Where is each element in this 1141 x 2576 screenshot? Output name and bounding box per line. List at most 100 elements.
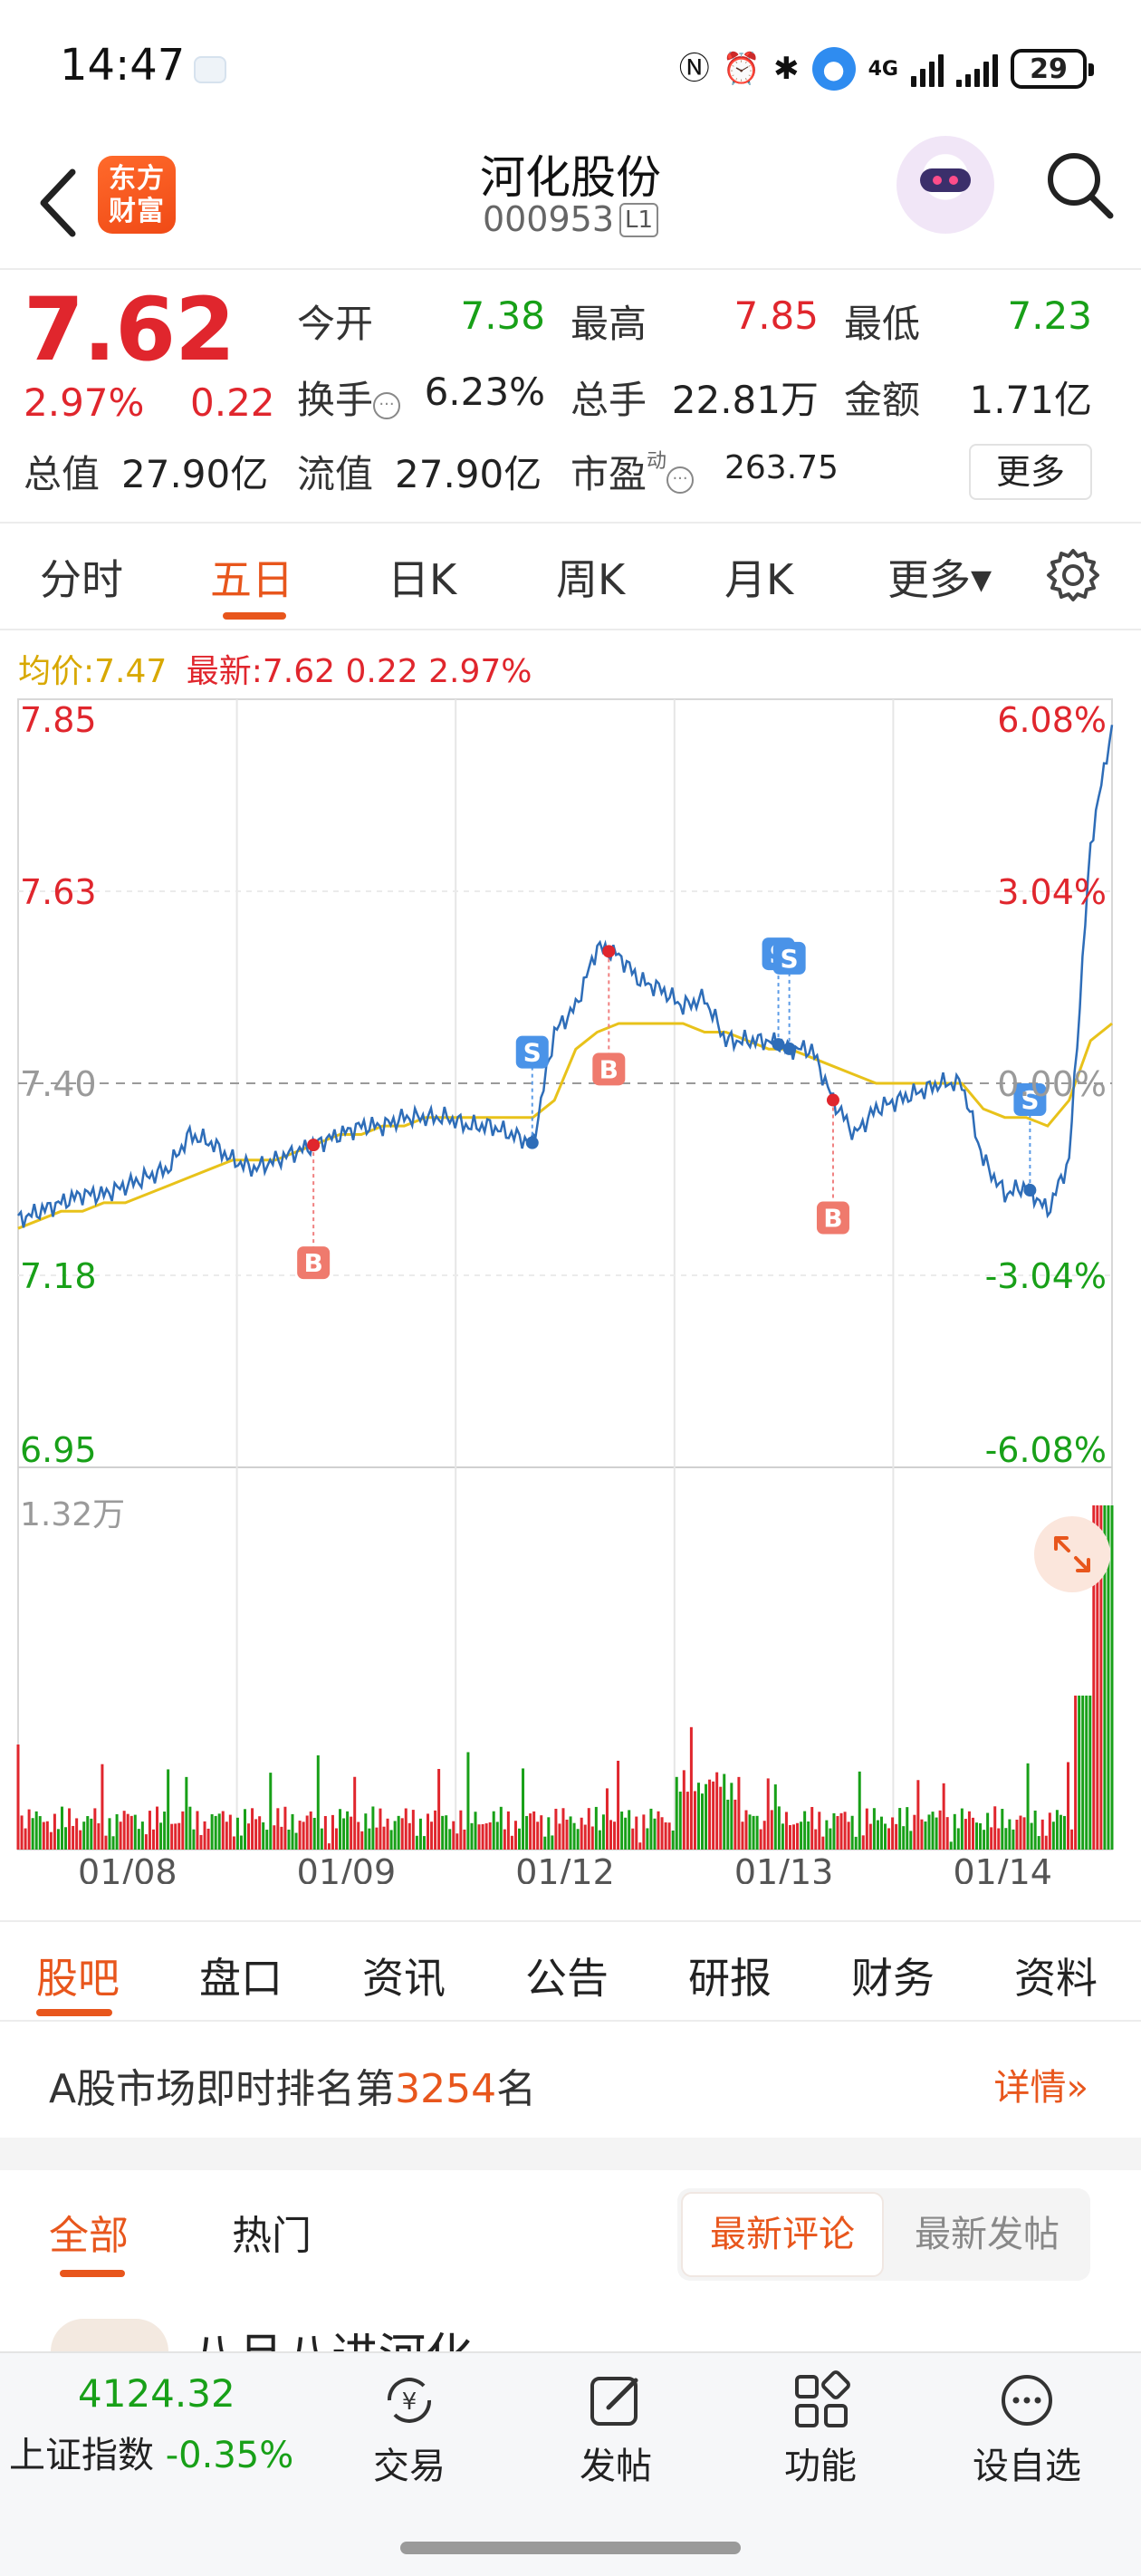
back-arrow-icon[interactable] (31, 163, 89, 243)
volume-bar (1019, 1815, 1022, 1850)
active-tab-indicator (223, 612, 286, 620)
volume-bar (327, 1843, 331, 1850)
home-indicator[interactable] (400, 2542, 741, 2554)
volume-bar (221, 1811, 225, 1850)
rank-detail-link[interactable]: 详情» (994, 2058, 1088, 2110)
tab-five-day[interactable]: 五日 (210, 555, 293, 604)
high-value: 7.85 (734, 293, 819, 338)
volume-bar (60, 1806, 63, 1850)
market-rank-row[interactable]: A股市场即时排名第3254名 详情» (0, 2023, 1141, 2138)
tab-weekly-k[interactable]: 周K (556, 555, 626, 604)
filter-hot[interactable]: 热门 (232, 2213, 312, 2259)
volume-bar (210, 1814, 214, 1850)
volume-bar (455, 1833, 459, 1850)
svg-text:¥: ¥ (402, 2389, 417, 2416)
apps-button[interactable]: 功能 (757, 2368, 884, 2489)
volume-bar (513, 1821, 517, 1850)
quote-panel: 7.62 2.97% 0.22 总值 27.90亿 今开 7.38 最高 7.8… (0, 272, 1141, 524)
volume-bar (884, 1823, 887, 1850)
volume-bar (1070, 1829, 1074, 1850)
status-time: 14:47 (60, 40, 186, 91)
marker-dot (826, 1093, 839, 1107)
sell-marker-label: S (781, 944, 799, 974)
volume-bar (858, 1771, 861, 1850)
index-value[interactable]: 4124.32 (78, 2371, 235, 2416)
volume-max-label: 1.32万 (20, 1496, 125, 1533)
volume-bar (854, 1836, 858, 1850)
expand-chart-icon[interactable] (1034, 1516, 1110, 1592)
volume-bar (294, 1832, 298, 1850)
network-type: 4G (868, 57, 898, 81)
tab-intraday[interactable]: 分时 (40, 555, 123, 604)
volume-bar (543, 1836, 547, 1850)
volume-bar (540, 1815, 543, 1850)
volume-bar (68, 1808, 72, 1850)
tab-profile[interactable]: 资料 (1014, 1954, 1098, 2003)
volume-bar (752, 1815, 755, 1850)
more-quote-button[interactable]: 更多 (969, 444, 1092, 500)
x-tick-date: 01/14 (953, 1852, 1052, 1884)
volume-bar (649, 1808, 653, 1850)
tab-news[interactable]: 资讯 (362, 1954, 446, 2003)
post-button[interactable]: 发帖 (552, 2368, 679, 2489)
change-percent: 2.97% (24, 380, 145, 425)
volume-bar (16, 1745, 20, 1850)
volume-bar (895, 1823, 898, 1850)
volume-bar (784, 1812, 788, 1850)
volume-bar (510, 1835, 513, 1850)
ai-assistant-avatar[interactable] (896, 136, 994, 234)
add-favorite-button[interactable]: 设自选 (964, 2368, 1090, 2489)
tab-announcements[interactable]: 公告 (525, 1954, 609, 2003)
post-avatar[interactable] (51, 2319, 168, 2351)
trade-button[interactable]: ¥ 交易 (346, 2368, 473, 2489)
volume-bar (276, 1808, 280, 1850)
tab-research[interactable]: 研报 (688, 1954, 772, 2003)
volume-bar (701, 1793, 705, 1850)
volume-bar (734, 1799, 737, 1850)
gear-icon[interactable] (1045, 547, 1101, 603)
apps-icon (795, 2370, 850, 2427)
pe-info-icon[interactable]: ··· (666, 466, 695, 494)
volume-bar (605, 1788, 609, 1850)
tab-forum[interactable]: 股吧 (36, 1954, 120, 2003)
volume-bar (434, 1810, 437, 1850)
volume-bar (93, 1808, 97, 1850)
favorite-icon (1002, 2375, 1052, 2426)
volume-bar (744, 1810, 748, 1850)
tab-daily-k[interactable]: 日K (388, 555, 457, 604)
filter-all[interactable]: 全部 (49, 2213, 129, 2259)
volume-bar (576, 1829, 580, 1850)
volume-bar (517, 1828, 521, 1850)
latest-change-value: 0.22 (345, 653, 418, 690)
volume-bar (302, 1821, 305, 1850)
volume-bar (258, 1816, 262, 1850)
volume-bar (1067, 1762, 1070, 1850)
volume-bar (642, 1814, 646, 1850)
sort-latest-comment[interactable]: 最新评论 (681, 2192, 884, 2277)
post-preview-title[interactable]: 八旦八进河化 (190, 2330, 473, 2351)
index-info[interactable]: 上证指数 -0.35% (9, 2426, 293, 2478)
brand-logo[interactable]: 东方 财富 (98, 156, 176, 234)
info-icon[interactable]: ··· (373, 392, 401, 419)
y-tick-left: 7.85 (20, 700, 97, 740)
volume-bar (807, 1821, 810, 1850)
tab-more-periods[interactable]: 更多▼ (887, 547, 992, 607)
search-icon[interactable] (1041, 147, 1117, 223)
apps-label: 功能 (784, 2446, 857, 2487)
sort-latest-post[interactable]: 最新发帖 (915, 2214, 1060, 2255)
volume-bar (660, 1817, 664, 1850)
rank-prefix: A股市场即时排名第 (49, 2066, 396, 2112)
volume-bar (492, 1811, 495, 1850)
tab-financials[interactable]: 财务 (851, 1954, 935, 2003)
five-day-chart[interactable]: BSBSSBS 7.857.637.407.186.956.08%3.04%0.… (0, 688, 1141, 1884)
buy-marker (592, 1053, 626, 1086)
avg-price-line (17, 1022, 1113, 1230)
volume-bar (368, 1828, 371, 1850)
rank-suffix: 名 (496, 2066, 537, 2112)
tab-monthly-k[interactable]: 月K (724, 555, 794, 604)
low-value: 7.23 (1007, 293, 1092, 338)
volume-bar (558, 1823, 561, 1850)
tab-order-book[interactable]: 盘口 (199, 1954, 283, 2003)
volume-bar (148, 1811, 151, 1850)
chart-grid (17, 698, 1113, 1850)
